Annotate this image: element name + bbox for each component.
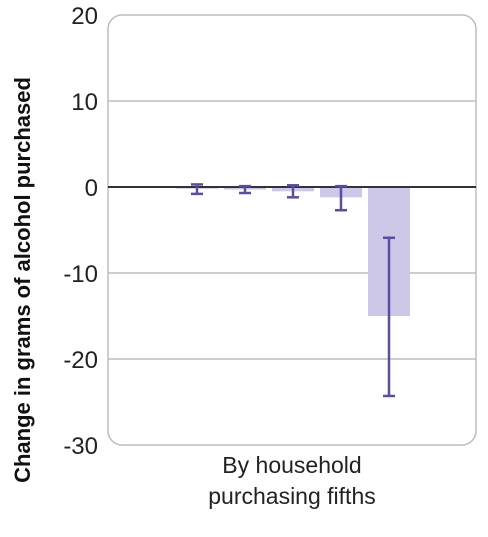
y-tick-label: -20	[63, 347, 98, 374]
y-axis-label: Change in grams of alcohol purchased	[10, 77, 35, 483]
y-tick-label: 10	[71, 89, 98, 116]
x-axis-label-line-1: By household	[222, 452, 361, 478]
error-bars	[191, 183, 395, 398]
y-tick-label: -10	[63, 261, 98, 288]
plot-frame	[107, 14, 477, 446]
grid	[108, 100, 476, 360]
y-tick-label: 0	[85, 175, 98, 202]
y-tick-labels: 20 10 0 -10 -20 -30	[63, 3, 98, 460]
y-tick-label: -30	[63, 433, 98, 460]
x-axis-label-line-2: purchasing fifths	[208, 483, 375, 509]
y-tick-label: 20	[71, 3, 98, 30]
